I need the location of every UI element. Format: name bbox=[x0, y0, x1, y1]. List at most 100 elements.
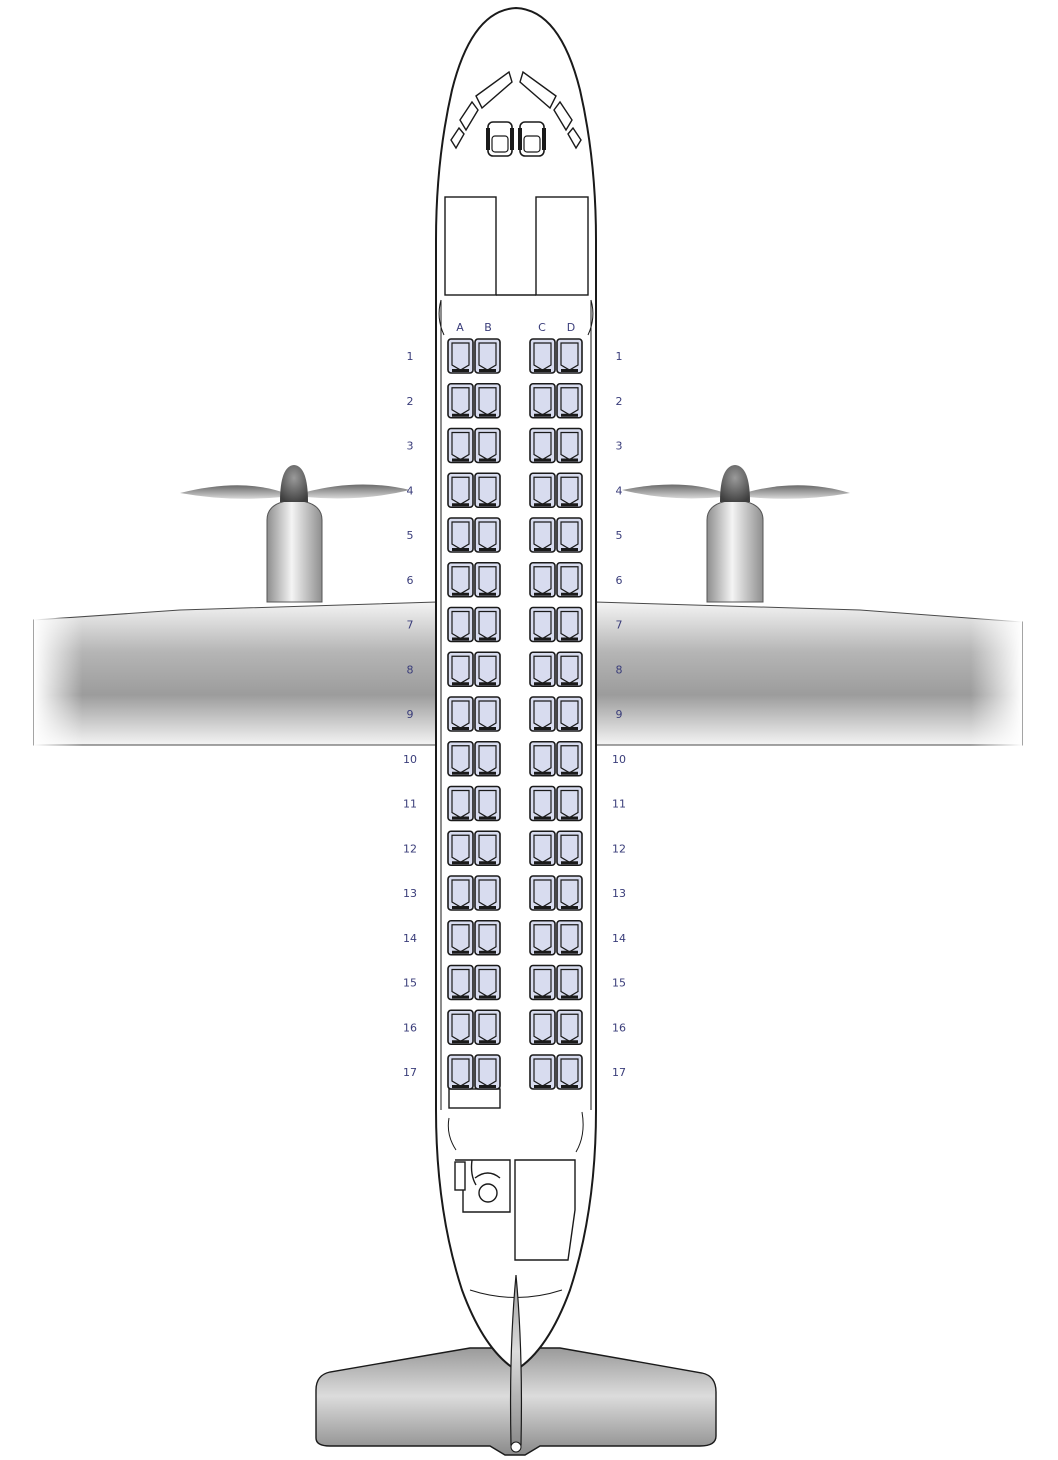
seat-3B[interactable] bbox=[474, 427, 501, 464]
seat-base bbox=[452, 727, 469, 730]
seat-base bbox=[561, 369, 578, 372]
seat-4C[interactable] bbox=[529, 472, 556, 509]
seat-17A[interactable] bbox=[447, 1054, 474, 1090]
seat-7B[interactable] bbox=[474, 606, 501, 643]
seat-base bbox=[561, 727, 578, 730]
seat-7C[interactable] bbox=[529, 606, 556, 643]
seat-17C[interactable] bbox=[529, 1054, 556, 1090]
seat-cushion bbox=[560, 431, 579, 461]
seat-12D[interactable] bbox=[556, 830, 583, 867]
cockpit-windows bbox=[450, 70, 582, 150]
seat-cushion bbox=[560, 745, 579, 774]
seat-base bbox=[479, 950, 496, 954]
seat-3D[interactable] bbox=[556, 427, 583, 464]
seat-11D[interactable] bbox=[556, 785, 583, 822]
seat-8A[interactable] bbox=[447, 651, 474, 688]
seat-3A[interactable] bbox=[447, 427, 474, 464]
row-label-right: 2 bbox=[616, 395, 623, 408]
seat-1A[interactable] bbox=[447, 338, 474, 374]
row-label-right: 12 bbox=[612, 842, 626, 855]
seat-9D[interactable] bbox=[556, 696, 583, 732]
seat-7D[interactable] bbox=[556, 606, 583, 643]
seat-16D[interactable] bbox=[556, 1009, 583, 1046]
seat-base bbox=[561, 771, 578, 775]
seat-14A[interactable] bbox=[447, 919, 474, 956]
seat-15A[interactable] bbox=[447, 964, 474, 1001]
seat-base bbox=[534, 413, 551, 417]
seat-3C[interactable] bbox=[529, 427, 556, 464]
seat-5D[interactable] bbox=[556, 517, 583, 553]
seat-9A[interactable] bbox=[447, 696, 474, 732]
seat-10B[interactable] bbox=[474, 740, 501, 777]
row-label-left: 14 bbox=[403, 932, 417, 945]
seat-6A[interactable] bbox=[447, 561, 474, 598]
seat-base bbox=[452, 369, 469, 372]
seat-16A[interactable] bbox=[447, 1009, 474, 1046]
seat-base bbox=[452, 413, 469, 417]
column-headers: A B C D bbox=[456, 321, 575, 334]
seat-17D[interactable] bbox=[556, 1054, 583, 1090]
seat-base bbox=[534, 503, 551, 507]
seat-4A[interactable] bbox=[447, 472, 474, 509]
seat-13B[interactable] bbox=[474, 875, 501, 911]
seat-5A[interactable] bbox=[447, 517, 474, 553]
seat-13D[interactable] bbox=[556, 875, 583, 911]
seat-2D[interactable] bbox=[556, 382, 583, 419]
row-label-right: 11 bbox=[612, 798, 626, 811]
seat-15D[interactable] bbox=[556, 964, 583, 1001]
column-label-a: A bbox=[456, 321, 464, 334]
row-label-right: 3 bbox=[616, 440, 623, 453]
seat-11C[interactable] bbox=[529, 785, 556, 822]
seat-1D[interactable] bbox=[556, 338, 583, 374]
seat-4D[interactable] bbox=[556, 472, 583, 509]
seat-4B[interactable] bbox=[474, 472, 501, 509]
seat-base bbox=[479, 548, 496, 551]
seat-15C[interactable] bbox=[529, 964, 556, 1001]
seat-2A[interactable] bbox=[447, 382, 474, 419]
seat-cushion bbox=[533, 700, 552, 729]
seat-5C[interactable] bbox=[529, 517, 556, 553]
seat-cushion bbox=[560, 521, 579, 550]
seat-7A[interactable] bbox=[447, 606, 474, 643]
seat-9B[interactable] bbox=[474, 696, 501, 732]
seat-17B[interactable] bbox=[474, 1054, 501, 1090]
seat-base bbox=[534, 950, 551, 954]
seat-2C[interactable] bbox=[529, 382, 556, 419]
seat-10A[interactable] bbox=[447, 740, 474, 777]
seat-12A[interactable] bbox=[447, 830, 474, 867]
seat-11B[interactable] bbox=[474, 785, 501, 822]
seat-8C[interactable] bbox=[529, 651, 556, 688]
seat-cushion bbox=[451, 789, 470, 819]
seat-16C[interactable] bbox=[529, 1009, 556, 1046]
seat-1C[interactable] bbox=[529, 338, 556, 374]
seat-11A[interactable] bbox=[447, 785, 474, 822]
seat-base bbox=[561, 906, 578, 909]
seat-6D[interactable] bbox=[556, 561, 583, 598]
seat-8B[interactable] bbox=[474, 651, 501, 688]
seat-14D[interactable] bbox=[556, 919, 583, 956]
seat-15B[interactable] bbox=[474, 964, 501, 1001]
row-label-right: 13 bbox=[612, 887, 626, 900]
seat-5B[interactable] bbox=[474, 517, 501, 553]
seat-8D[interactable] bbox=[556, 651, 583, 688]
seat-13A[interactable] bbox=[447, 875, 474, 911]
seat-12B[interactable] bbox=[474, 830, 501, 867]
seat-12C[interactable] bbox=[529, 830, 556, 867]
seat-14C[interactable] bbox=[529, 919, 556, 956]
seat-14B[interactable] bbox=[474, 919, 501, 956]
seat-9C[interactable] bbox=[529, 696, 556, 732]
seat-6C[interactable] bbox=[529, 561, 556, 598]
seat-base bbox=[452, 592, 469, 596]
seat-1B[interactable] bbox=[474, 338, 501, 374]
seat-2B[interactable] bbox=[474, 382, 501, 419]
seat-10C[interactable] bbox=[529, 740, 556, 777]
seat-13C[interactable] bbox=[529, 875, 556, 911]
seat-base bbox=[534, 816, 551, 820]
seat-16B[interactable] bbox=[474, 1009, 501, 1046]
seat-base bbox=[452, 1040, 469, 1044]
seat-6B[interactable] bbox=[474, 561, 501, 598]
seat-cushion bbox=[451, 387, 470, 416]
seat-10D[interactable] bbox=[556, 740, 583, 777]
